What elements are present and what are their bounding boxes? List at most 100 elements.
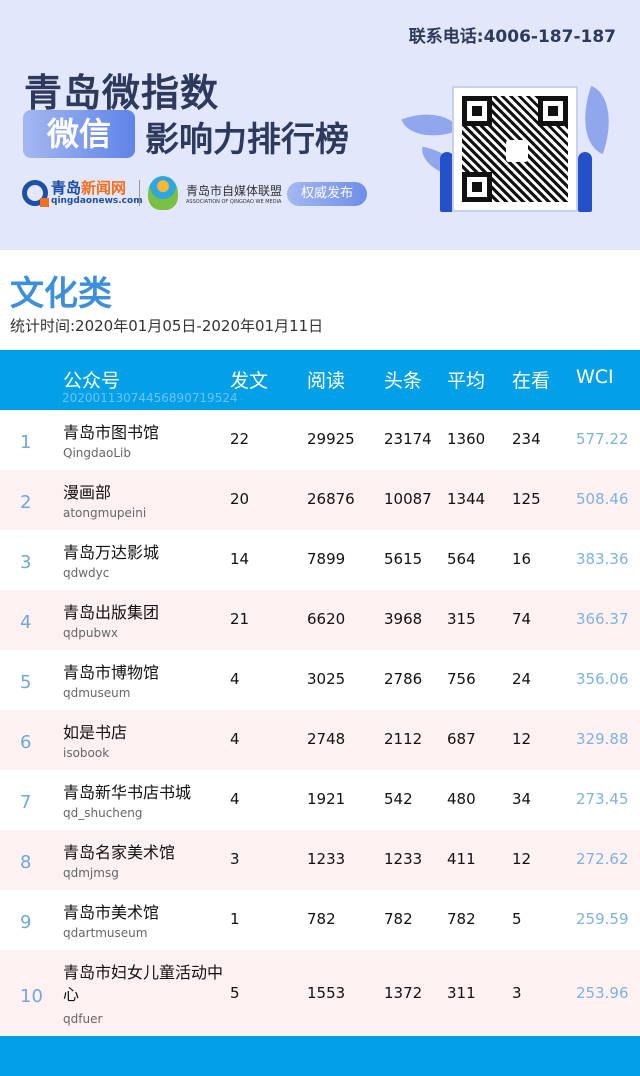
rank: 9 bbox=[20, 912, 32, 933]
account-name: 如是书店 bbox=[63, 723, 128, 742]
account-id: QingdaoLib bbox=[63, 446, 131, 460]
headline-reads: 23174 bbox=[384, 430, 432, 448]
header-account: 公众号 bbox=[63, 370, 121, 392]
account-name: 青岛市博物馆 bbox=[63, 663, 160, 682]
posts: 3 bbox=[230, 850, 240, 868]
headline-reads: 1233 bbox=[384, 850, 423, 868]
banner-subtitle: 影响力排行榜 bbox=[145, 120, 349, 160]
table-row[interactable]: 6 如是书店 isobook 4 2748 2112 687 12 329.88 bbox=[0, 710, 640, 770]
reads: 2748 bbox=[307, 730, 346, 748]
rank: 10 bbox=[20, 986, 43, 1007]
posts: 20 bbox=[230, 490, 250, 508]
header-posts: 发文 bbox=[230, 370, 269, 392]
wechat-badge: 微信 bbox=[23, 110, 135, 158]
rank: 4 bbox=[20, 612, 32, 633]
account-id: qdwdyc bbox=[63, 566, 110, 580]
looks: 3 bbox=[512, 984, 522, 1002]
average: 315 bbox=[447, 610, 476, 628]
account-id: qdmuseum bbox=[63, 686, 131, 700]
posts: 5 bbox=[230, 984, 240, 1002]
account-id: atongmupeini bbox=[63, 506, 147, 520]
account-id: qdfuer bbox=[63, 1012, 103, 1026]
posts: 1 bbox=[230, 910, 240, 928]
headline-reads: 542 bbox=[384, 790, 413, 808]
account-name: 青岛市妇女儿童活动中心 bbox=[63, 963, 224, 1004]
rank: 6 bbox=[20, 732, 32, 753]
account-id: qd_shucheng bbox=[63, 806, 143, 820]
media-alliance-logo: 青岛市自媒体联盟 ASSOCIATION OF QINGDAO WE MEDIA bbox=[148, 176, 282, 210]
wci: 272.62 bbox=[576, 850, 629, 868]
reads: 1553 bbox=[307, 984, 346, 1002]
rank: 8 bbox=[20, 852, 32, 873]
leaf-decoration-icon bbox=[401, 102, 459, 148]
official-release-badge: 权威发布 bbox=[287, 182, 367, 206]
stat-period: 统计时间:2020年01月05日-2020年01月11日 bbox=[10, 317, 324, 335]
rank: 3 bbox=[20, 552, 32, 573]
qr-code bbox=[452, 86, 578, 212]
wci: 329.88 bbox=[576, 730, 629, 748]
account-name: 青岛出版集团 bbox=[63, 603, 160, 622]
headline-reads: 782 bbox=[384, 910, 413, 928]
table-row[interactable]: 9 青岛市美术馆 qdartmuseum 1 782 782 782 5 259.59 bbox=[0, 890, 640, 950]
header-average: 平均 bbox=[447, 370, 486, 392]
average: 411 bbox=[447, 850, 476, 868]
account-name: 青岛万达影城 bbox=[63, 543, 160, 562]
reads: 1921 bbox=[307, 790, 346, 808]
reads: 1233 bbox=[307, 850, 346, 868]
banner-title: 青岛微指数 bbox=[24, 70, 220, 115]
wci: 577.22 bbox=[576, 430, 629, 448]
table-row[interactable]: 2 漫画部 atongmupeini 20 26876 10087 1344 125 508.4… bbox=[0, 470, 640, 530]
footer-bar bbox=[0, 1036, 640, 1076]
table-row[interactable]: 4 青岛出版集团 qdpubwx 21 6620 3968 315 74 366.37 bbox=[0, 590, 640, 650]
rank: 1 bbox=[20, 432, 32, 453]
looks: 12 bbox=[512, 850, 532, 868]
phone-number: 联系电话:4006-187-187 bbox=[408, 27, 616, 47]
table-row[interactable]: 3 青岛万达影城 qdwdyc 14 7899 5615 564 16 383.36 bbox=[0, 530, 640, 590]
account-name: 青岛名家美术馆 bbox=[63, 843, 176, 862]
account-id: qdmjmsg bbox=[63, 866, 119, 880]
headline-reads: 2112 bbox=[384, 730, 423, 748]
looks: 34 bbox=[512, 790, 532, 808]
posts: 4 bbox=[230, 790, 240, 808]
account-name: 青岛市美术馆 bbox=[63, 903, 160, 922]
wci: 508.46 bbox=[576, 490, 629, 508]
looks: 5 bbox=[512, 910, 522, 928]
reads: 29925 bbox=[307, 430, 355, 448]
rank: 2 bbox=[20, 492, 32, 513]
wci: 356.06 bbox=[576, 670, 629, 688]
person-illustration-icon bbox=[578, 152, 592, 212]
rank: 7 bbox=[20, 792, 32, 813]
table-row[interactable]: 1 青岛市图书馆 QingdaoLib 22 29925 23174 1360 234 577.… bbox=[0, 410, 640, 470]
average: 564 bbox=[447, 550, 476, 568]
looks: 74 bbox=[512, 610, 532, 628]
posts: 14 bbox=[230, 550, 250, 568]
wci: 273.45 bbox=[576, 790, 629, 808]
average: 480 bbox=[447, 790, 476, 808]
reads: 26876 bbox=[307, 490, 355, 508]
account-id: qdartmuseum bbox=[63, 926, 148, 940]
reads: 782 bbox=[307, 910, 336, 928]
looks: 16 bbox=[512, 550, 532, 568]
table-header: 公众号 发文 阅读 头条 平均 在看 WCI 20200113074456890… bbox=[0, 350, 640, 410]
average: 782 bbox=[447, 910, 476, 928]
wci: 366.37 bbox=[576, 610, 629, 628]
table-row[interactable]: 10 青岛市妇女儿童活动中心 qdfuer 5 1553 1372 311 3 253.96 bbox=[0, 950, 640, 1035]
wci: 383.36 bbox=[576, 550, 629, 568]
posts: 4 bbox=[230, 670, 240, 688]
header-looks: 在看 bbox=[512, 370, 551, 392]
alliance-logo-icon bbox=[148, 176, 178, 210]
table-row[interactable]: 8 青岛名家美术馆 qdmjmsg 3 1233 1233 411 12 272.62 bbox=[0, 830, 640, 890]
reads: 7899 bbox=[307, 550, 346, 568]
account-name: 青岛新华书店书城 bbox=[63, 783, 192, 802]
account-id: qdpubwx bbox=[63, 626, 118, 640]
wci: 259.59 bbox=[576, 910, 629, 928]
headline-reads: 5615 bbox=[384, 550, 423, 568]
table-row[interactable]: 7 青岛新华书店书城 qd_shucheng 4 1921 542 480 34 273.45 bbox=[0, 770, 640, 830]
rank: 5 bbox=[20, 672, 32, 693]
account-name: 漫画部 bbox=[63, 483, 112, 502]
header-code: 20200113074456890719524 bbox=[62, 391, 238, 405]
posts: 22 bbox=[230, 430, 250, 448]
looks: 24 bbox=[512, 670, 532, 688]
qingdaonews-logo-icon bbox=[22, 180, 49, 207]
table-row[interactable]: 5 青岛市博物馆 qdmuseum 4 3025 2786 756 24 356.06 bbox=[0, 650, 640, 710]
